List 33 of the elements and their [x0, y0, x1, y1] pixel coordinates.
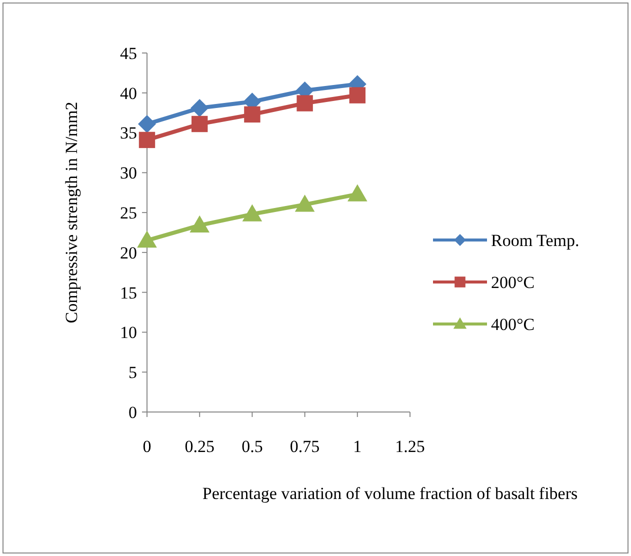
y-axis-title: Compressive strength in N/mm2 [62, 102, 81, 324]
y-tick-label: 25 [120, 204, 137, 223]
legend-label: 400°C [491, 314, 535, 334]
point [192, 116, 208, 132]
point [138, 132, 156, 148]
y-tick-label: 15 [120, 283, 137, 302]
y-tick-label: 40 [120, 84, 137, 103]
point [190, 99, 209, 118]
legend-label: Room Temp. [491, 230, 580, 250]
point [244, 106, 260, 123]
y-tick-label: 30 [120, 164, 137, 183]
x-tick-label: 0.25 [184, 437, 214, 456]
y-tick-label: 35 [120, 124, 137, 143]
x-tick-label: 1.25 [395, 437, 425, 456]
x-tick-label: 0.5 [242, 437, 263, 456]
y-tick-label: 45 [120, 44, 137, 63]
y-tick-label: 10 [120, 323, 137, 342]
y-tick-label: 20 [120, 243, 137, 262]
y-tick-label: 5 [128, 363, 137, 382]
point [349, 87, 366, 104]
point [190, 215, 210, 233]
x-tick-label: 1 [353, 437, 362, 456]
point [294, 194, 315, 212]
point [242, 204, 262, 222]
point [137, 230, 157, 248]
y-tick-label: 0 [128, 402, 137, 422]
x-tick-label: 0.75 [290, 437, 320, 456]
x-axis-title: Percentage variation of volume fraction of basalt fibers [202, 484, 578, 503]
point [296, 95, 313, 112]
legend-label: 200°C [491, 272, 535, 292]
x-tick-label: 0 [142, 437, 152, 456]
point [138, 115, 156, 133]
point [348, 184, 368, 202]
